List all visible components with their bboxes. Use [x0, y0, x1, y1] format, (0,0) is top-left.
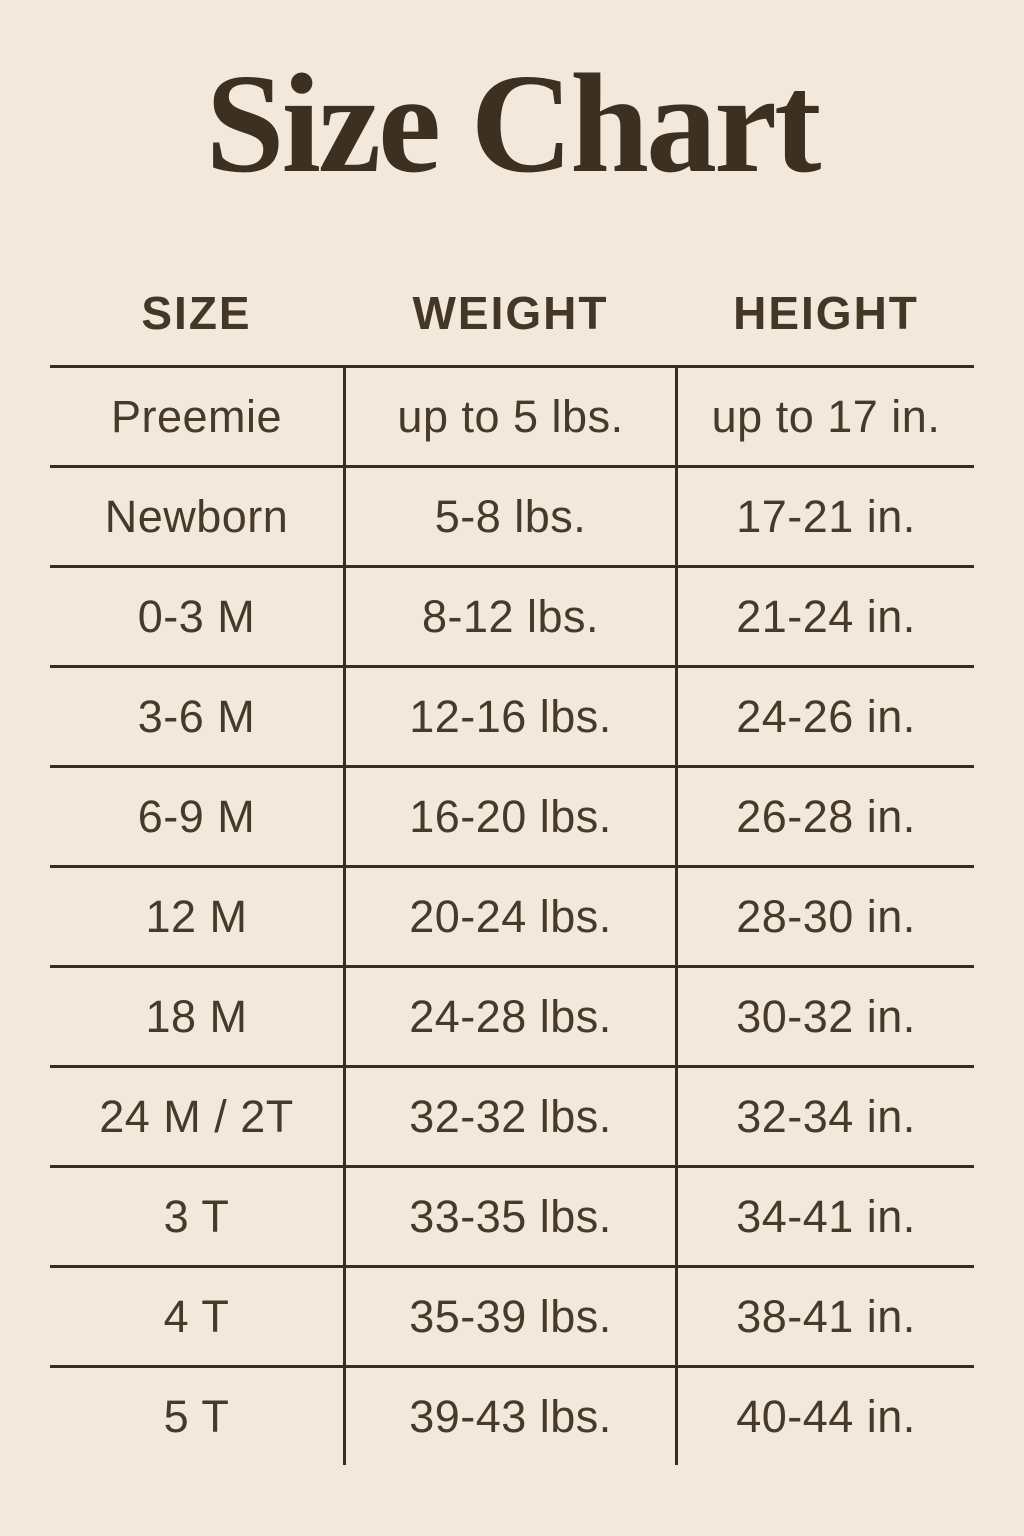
- size-cell: Newborn: [104, 490, 289, 542]
- size-cell: 3-6 M: [137, 690, 256, 742]
- height-cell: 34-41 in.: [736, 1190, 916, 1242]
- height-cell: 17-21 in.: [736, 490, 916, 542]
- weight-cell: 20-24 lbs.: [343, 868, 678, 965]
- weight-cell: 39-43 lbs.: [343, 1368, 678, 1465]
- height-cell: 40-44 in.: [736, 1390, 916, 1442]
- table-row: Preemie up to 5 lbs. up to 17 in.: [50, 368, 974, 468]
- size-cell: 6-9 M: [137, 790, 256, 842]
- size-cell: 18 M: [145, 990, 248, 1042]
- table-row: 4 T 35-39 lbs. 38-41 in.: [50, 1268, 974, 1368]
- weight-cell: 32-32 lbs.: [343, 1068, 678, 1165]
- height-cell: 38-41 in.: [736, 1290, 916, 1342]
- size-cell: 4 T: [163, 1290, 230, 1342]
- page-title: Size Chart: [205, 44, 822, 202]
- size-cell: 12 M: [145, 890, 248, 942]
- table-row: Newborn 5-8 lbs. 17-21 in.: [50, 468, 974, 568]
- table-row: 3 T 33-35 lbs. 34-41 in.: [50, 1168, 974, 1268]
- table-row: 0-3 M 8-12 lbs. 21-24 in.: [50, 568, 974, 668]
- table-row: 18 M 24-28 lbs. 30-32 in.: [50, 968, 974, 1068]
- weight-cell: 12-16 lbs.: [343, 668, 678, 765]
- size-cell: 5 T: [163, 1390, 230, 1442]
- height-cell: 30-32 in.: [736, 990, 916, 1042]
- weight-cell: 8-12 lbs.: [343, 568, 678, 665]
- weight-cell: 24-28 lbs.: [343, 968, 678, 1065]
- size-cell: 0-3 M: [137, 590, 256, 642]
- height-cell: 28-30 in.: [736, 890, 916, 942]
- table-row: 5 T 39-43 lbs. 40-44 in.: [50, 1368, 974, 1465]
- size-cell: Preemie: [110, 390, 283, 442]
- height-cell: 24-26 in.: [736, 690, 916, 742]
- table-row: 12 M 20-24 lbs. 28-30 in.: [50, 868, 974, 968]
- size-cell: 3 T: [163, 1190, 230, 1242]
- size-chart-table: SIZE WEIGHT HEIGHT Preemie up to 5 lbs. up…: [50, 260, 974, 1465]
- table-body: Preemie up to 5 lbs. up to 17 in. Newborn 5-…: [50, 368, 974, 1465]
- column-header-size: SIZE: [141, 286, 252, 339]
- height-cell: 26-28 in.: [736, 790, 916, 842]
- weight-cell: 33-35 lbs.: [343, 1168, 678, 1265]
- weight-cell: 5-8 lbs.: [343, 468, 678, 565]
- weight-cell: 16-20 lbs.: [343, 768, 678, 865]
- table-row: 24 M / 2T 32-32 lbs. 32-34 in.: [50, 1068, 974, 1168]
- height-cell: 21-24 in.: [736, 590, 916, 642]
- column-header-weight: WEIGHT: [412, 286, 609, 339]
- table-header-row: SIZE WEIGHT HEIGHT: [50, 260, 974, 368]
- table-row: 3-6 M 12-16 lbs. 24-26 in.: [50, 668, 974, 768]
- size-cell: 24 M / 2T: [99, 1090, 294, 1142]
- height-cell: up to 17 in.: [711, 390, 941, 442]
- height-cell: 32-34 in.: [736, 1090, 916, 1142]
- weight-cell: up to 5 lbs.: [343, 368, 678, 465]
- column-header-height: HEIGHT: [733, 286, 919, 339]
- weight-cell: 35-39 lbs.: [343, 1268, 678, 1365]
- table-row: 6-9 M 16-20 lbs. 26-28 in.: [50, 768, 974, 868]
